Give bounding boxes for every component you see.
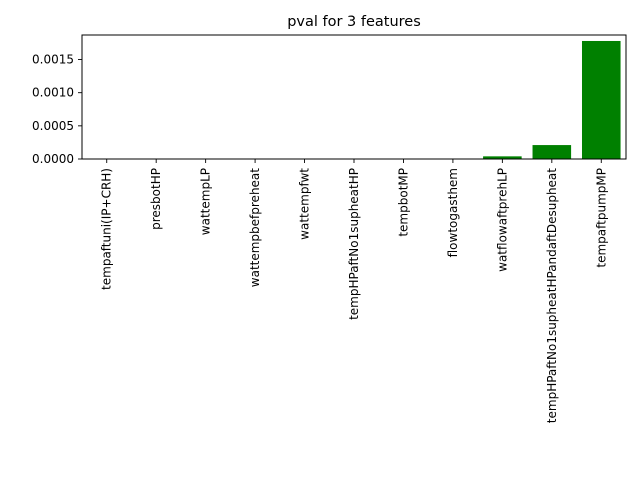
x-tick-label: tempaftpumpMP bbox=[594, 168, 608, 268]
y-axis-ticks: 0.0000 0.0005 0.0010 0.0015 bbox=[32, 53, 82, 166]
x-tick-label: wattempLP bbox=[199, 168, 213, 235]
y-tick-label: 0.0010 bbox=[32, 86, 74, 100]
x-tick-label: tempHPaftNo1supheatHPandaftDesupheat bbox=[545, 168, 559, 423]
x-tick-label: presbotHP bbox=[149, 168, 163, 230]
x-tick-label: flowtogasthem bbox=[446, 168, 460, 257]
chart-title: pval for 3 features bbox=[287, 14, 421, 30]
bars-group bbox=[483, 40, 621, 159]
plot-frame bbox=[81, 34, 627, 160]
x-axis-ticks: tempaftuni(IP+CRH) presbotHP wattempLP watt… bbox=[100, 159, 608, 423]
bar-tempHPaftNo1supheatHPandaftDesupheat bbox=[532, 145, 572, 159]
bar-tempaftpumpMP bbox=[581, 40, 621, 159]
x-tick-label: watflowaftprehLP bbox=[495, 168, 509, 272]
x-tick-label: tempHPaftNo1supheatHP bbox=[347, 168, 361, 320]
bar-watflowaftprehLP bbox=[483, 156, 522, 159]
y-tick-label: 0.0005 bbox=[32, 119, 74, 133]
x-tick-label: wattempfwt bbox=[298, 168, 312, 240]
x-tick-label: wattempbefpreheat bbox=[248, 168, 262, 288]
x-tick-label: tempaftuni(IP+CRH) bbox=[100, 168, 114, 290]
y-tick-label: 0.0015 bbox=[32, 53, 74, 67]
y-tick-label: 0.0000 bbox=[32, 152, 74, 166]
x-tick-label: tempbotMP bbox=[396, 168, 410, 237]
